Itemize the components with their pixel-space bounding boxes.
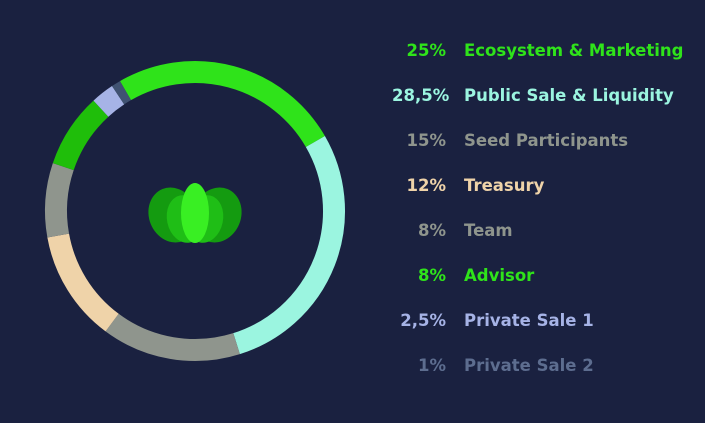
donut-slice-3 (47, 233, 119, 332)
legend-percent: 28,5% (392, 86, 450, 105)
legend-item: 8% Team (392, 208, 697, 253)
donut-chart (45, 61, 345, 361)
legend-label: Advisor (464, 266, 535, 285)
legend-label: Seed Participants (464, 131, 629, 150)
donut-slice-4 (45, 163, 74, 238)
legend-label: Private Sale 2 (464, 356, 594, 375)
legend-item: 28,5% Public Sale & Liquidity (392, 73, 697, 118)
legend-label: Team (464, 221, 513, 240)
legend-percent: 15% (406, 131, 447, 150)
donut-slice-2 (105, 313, 240, 361)
donut-slice-0 (120, 61, 325, 148)
legend-percent: 8% (417, 221, 446, 240)
legend-item: 8% Advisor (392, 253, 697, 298)
donut-slice-6 (93, 86, 125, 117)
legend-percent: 1% (417, 356, 446, 375)
legend-label: Private Sale 1 (464, 311, 594, 330)
legend-item: 2,5% Private Sale 1 (392, 298, 697, 343)
legend-item: 15% Seed Participants (392, 118, 697, 163)
legend-item: 12% Treasury (392, 163, 697, 208)
donut-slice-1 (233, 136, 345, 355)
legend-label: Ecosystem & Marketing (464, 41, 684, 60)
legend-percent: 12% (406, 176, 447, 195)
legend-item: 1% Private Sale 2 (392, 343, 697, 388)
legend-label: Treasury (464, 176, 545, 195)
legend-label: Public Sale & Liquidity (464, 86, 674, 105)
legend-item: 25% Ecosystem & Marketing (392, 28, 697, 73)
legend-percent: 8% (417, 266, 446, 285)
lotus-icon (148, 183, 242, 243)
chart-legend: 25% Ecosystem & Marketing 28,5% Public Sale… (392, 28, 697, 388)
legend-percent: 2,5% (400, 311, 446, 330)
donut-slices (45, 61, 345, 361)
legend-percent: 25% (406, 41, 447, 60)
donut-slice-5 (52, 100, 109, 171)
donut-slice-7 (111, 81, 132, 105)
